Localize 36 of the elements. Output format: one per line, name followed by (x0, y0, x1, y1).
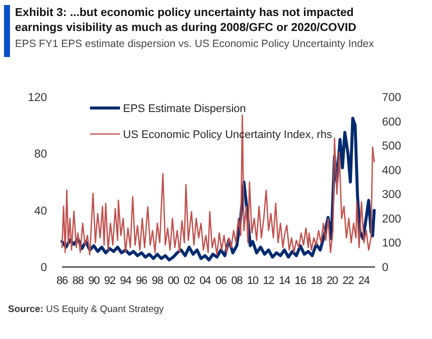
x-tick-label: 16 (294, 275, 306, 287)
legend-label: EPS Estimate Dispersion (123, 102, 246, 115)
y-tick-label: 40 (34, 205, 47, 218)
x-tick-label: 12 (263, 275, 275, 287)
x-tick-label: 22 (342, 275, 354, 287)
x-tick-label: 04 (199, 275, 211, 287)
y2-tick-label: 0 (382, 262, 388, 274)
x-tick-label: 06 (215, 275, 227, 287)
chart-title: Exhibit 3: ...but economic policy uncertainty has not impacted earnings visibility as much as during 2008/GFC or 2020/COVID (15, 7, 356, 34)
y2-tick-label: 600 (382, 116, 402, 128)
x-tick-label: 18 (310, 275, 322, 287)
y2-tick-label: 400 (382, 164, 402, 177)
y2-tick-label: 300 (382, 189, 402, 202)
x-tick-label: 94 (120, 275, 132, 287)
x-tick-label: 14 (278, 275, 290, 287)
x-tick-label: 08 (231, 275, 243, 287)
x-tick-label: 24 (358, 275, 370, 287)
x-tick-label: 92 (104, 275, 116, 287)
x-tick-label: 20 (326, 275, 338, 287)
y-tick-label: 120 (28, 92, 47, 104)
y2-tick-label: 100 (382, 238, 402, 250)
x-tick-label: 86 (56, 275, 68, 287)
source-note: Source: US Equity & Quant Strategy (8, 304, 164, 315)
x-tick-label: 02 (184, 275, 196, 287)
y2-tick-label: 500 (382, 140, 402, 153)
x-tick-label: 10 (247, 275, 259, 287)
chart-subtitle: EPS FY1 EPS estimate dispersion vs. US Economic Policy Uncertainty Index (15, 38, 375, 50)
y2-tick-label: 200 (382, 213, 402, 226)
y2-tick-label: 700 (382, 92, 402, 104)
x-tick-label: 98 (152, 275, 164, 287)
y-tick-label: 0 (40, 262, 47, 274)
x-tick-label: 00 (168, 275, 180, 287)
x-tick-label: 96 (136, 275, 148, 287)
x-tick-label: 90 (88, 275, 100, 287)
y-tick-label: 80 (34, 148, 47, 161)
x-tick-label: 88 (72, 275, 84, 287)
